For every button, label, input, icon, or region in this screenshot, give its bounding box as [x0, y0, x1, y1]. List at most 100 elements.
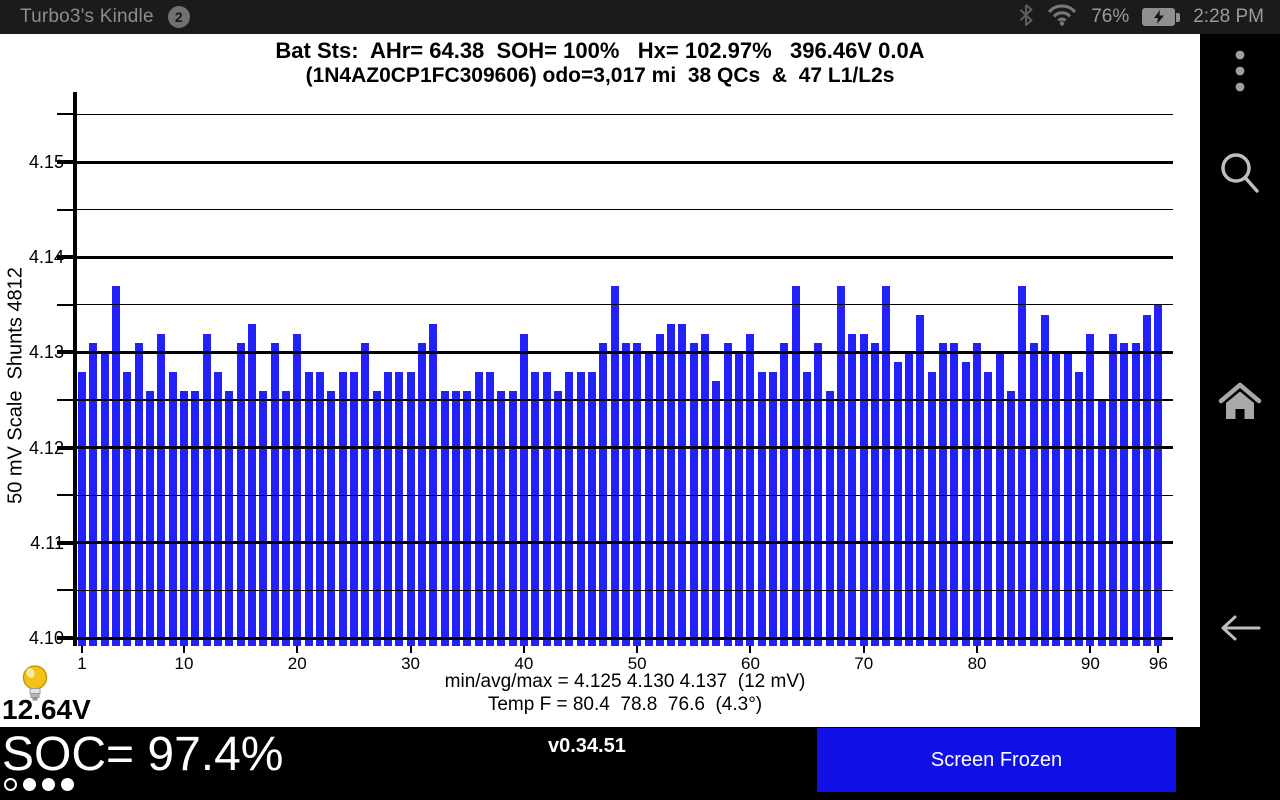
y-axis-tick [57, 350, 73, 355]
cell-voltage-bar [610, 286, 619, 646]
x-axis-tick [636, 646, 639, 653]
cell-voltage-bar [225, 390, 234, 646]
gridline [77, 541, 1173, 545]
cell-voltage-bar [644, 352, 653, 646]
cell-voltage-bar [576, 371, 585, 646]
cell-voltage-bar [191, 390, 200, 646]
cell-voltage-bar [859, 333, 868, 646]
x-axis-tick [522, 646, 525, 653]
app-version: v0.34.51 [548, 735, 626, 757]
status-bar-right: 76% 2:28 PM [1019, 3, 1264, 31]
search-icon[interactable] [1200, 152, 1280, 196]
cell-voltage-bar [995, 352, 1004, 646]
cell-voltage-bar [463, 390, 472, 646]
overflow-menu-icon[interactable] [1200, 50, 1280, 94]
y-axis-tick [57, 255, 73, 260]
cell-voltage-bar [485, 371, 494, 646]
y-axis-tick [57, 399, 73, 401]
notification-badge: 2 [167, 6, 190, 28]
cell-voltage-bar [338, 371, 347, 646]
x-axis-tick-label: 60 [741, 654, 760, 673]
cell-voltage-bar [825, 390, 834, 646]
cell-voltage-bar [837, 286, 846, 646]
x-axis-tick [862, 646, 865, 653]
cell-voltage-bar [349, 371, 358, 646]
cell-voltage-bar [746, 333, 755, 646]
x-axis-tick-label: 40 [514, 654, 534, 673]
wifi-icon [1046, 3, 1078, 31]
cell-voltage-bar [383, 371, 392, 646]
cell-voltage-bar [712, 381, 721, 646]
page-dot [23, 778, 36, 791]
cell-voltage-bar [542, 371, 551, 646]
screen-frozen-button[interactable]: Screen Frozen [817, 728, 1176, 792]
home-icon[interactable] [1200, 382, 1280, 422]
y-axis-tick [57, 445, 73, 450]
cell-voltage-bar [893, 362, 902, 646]
y-axis-tick [57, 589, 73, 592]
x-axis-tick [81, 646, 83, 653]
cell-voltage-bar [1097, 400, 1106, 646]
cell-voltage-bar [667, 324, 676, 646]
x-axis-tick-label: 10 [174, 654, 194, 673]
x-axis-tick-label: 96 [1148, 654, 1168, 673]
status-bar-left: Turbo3's Kindle 2 [20, 6, 190, 28]
page-dot [61, 778, 74, 791]
charging-bolt-icon [1153, 10, 1164, 24]
cell-voltage-bar [157, 333, 166, 646]
cell-voltage-bar [123, 371, 132, 646]
y-axis-tick [57, 208, 73, 211]
cell-voltage-bar [1086, 333, 1095, 646]
x-axis-tick-label: 90 [1080, 654, 1100, 673]
gridline [77, 255, 1173, 259]
cell-voltage-bar [1041, 314, 1050, 646]
navigation-sidebar [1200, 34, 1280, 800]
cell-voltage-bar [293, 333, 302, 646]
cell-voltage-bar [757, 371, 766, 646]
cell-voltage-bar [440, 390, 449, 646]
x-axis-tick [296, 646, 299, 653]
cell-voltage-bar [100, 352, 109, 646]
cell-voltage-bar [327, 390, 336, 646]
cell-voltage-bar [213, 371, 222, 646]
x-axis-tick [182, 646, 185, 653]
cell-voltage-bar [281, 390, 290, 646]
cell-voltage-bar [565, 371, 574, 646]
cell-voltage-bar [927, 371, 936, 646]
cell-voltage-bar [508, 390, 517, 646]
gridline [77, 446, 1173, 450]
cell-voltage-bar [803, 371, 812, 646]
cell-voltage-bar [145, 390, 154, 646]
gridline [77, 636, 1173, 640]
x-axis-tick [976, 646, 979, 653]
cell-voltage-bar [769, 371, 778, 646]
gridline [77, 589, 1173, 592]
cell-voltage-bar [882, 286, 891, 646]
y-axis-spine [73, 92, 77, 646]
y-axis-tick-label: 4.11 [30, 532, 64, 553]
page-dot-active [4, 778, 17, 791]
device-name: Turbo3's Kindle [20, 6, 154, 27]
cell-voltage-bar [395, 371, 404, 646]
cell-voltage-bar [701, 333, 710, 646]
cell-voltage-bar [984, 371, 993, 646]
cell-voltage-bar [655, 333, 664, 646]
cell-voltage-bar [259, 390, 268, 646]
cell-voltage-bar [519, 333, 528, 646]
battery-status-title: Bat Sts: AHr= 64.38 SOH= 100% Hx= 102.97… [275, 38, 925, 63]
back-icon[interactable] [1200, 612, 1280, 644]
x-axis-tick-label: 1 [77, 654, 87, 673]
cell-voltage-bar [916, 314, 925, 646]
x-axis-tick [1157, 646, 1160, 653]
y-axis-tick [57, 540, 73, 545]
cell-voltage-bar [1018, 286, 1027, 646]
bottom-bar: SOC= 97.4% v0.34.51 Screen Frozen [0, 727, 1200, 800]
page-dot [42, 778, 55, 791]
state-of-charge: SOC= 97.4% [2, 728, 284, 781]
cell-voltage-bar [587, 371, 596, 646]
y-axis-tick-label: 4.10 [28, 628, 64, 648]
gridline [77, 350, 1173, 354]
gridline [77, 113, 1173, 116]
cell-voltage-bar [678, 324, 687, 646]
y-axis-tick-label: 4.13 [28, 342, 64, 363]
